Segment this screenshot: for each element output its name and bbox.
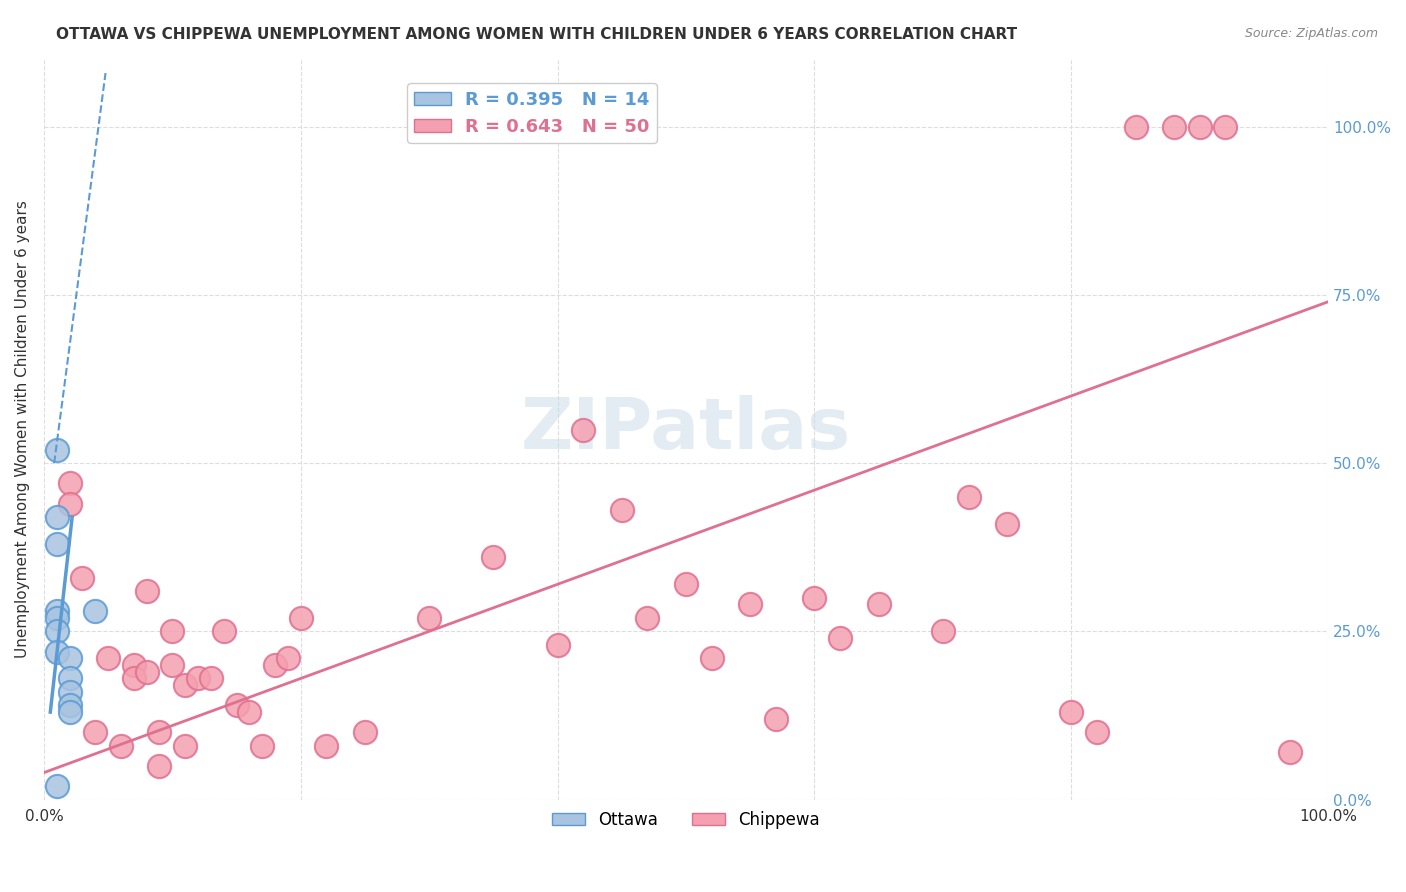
Point (148, 759, 170, 773)
Point (58, 651, 80, 665)
Point (58, 698, 80, 713)
Point (932, 624, 955, 639)
Point (45, 510, 67, 524)
Point (290, 611, 312, 625)
Point (482, 550, 505, 565)
Point (1215, 120, 1237, 134)
Point (830, 631, 852, 645)
Text: ZIPatlas: ZIPatlas (522, 395, 851, 464)
Point (868, 598, 890, 612)
Point (1060, 705, 1083, 719)
Point (174, 739, 197, 753)
Point (1085, 725, 1108, 739)
Point (162, 658, 184, 673)
Point (675, 577, 697, 591)
Point (58, 705, 80, 719)
Point (264, 658, 287, 673)
Point (84, 604, 107, 618)
Point (122, 658, 145, 673)
Point (135, 665, 157, 679)
Point (418, 611, 440, 625)
Point (58, 685, 80, 699)
Point (1278, 746, 1301, 760)
Point (97, 651, 120, 665)
Point (45, 624, 67, 639)
Point (110, 739, 132, 753)
Text: Source: ZipAtlas.com: Source: ZipAtlas.com (1244, 27, 1378, 40)
Point (957, 490, 980, 504)
Point (135, 584, 157, 599)
Point (58, 476, 80, 491)
Point (1163, 120, 1185, 134)
Point (250, 739, 273, 753)
Y-axis label: Unemployment Among Women with Children Under 6 years: Unemployment Among Women with Children U… (15, 201, 30, 658)
Point (238, 705, 260, 719)
Point (45, 644, 67, 658)
Point (803, 591, 825, 605)
Point (200, 672, 222, 686)
Point (45, 779, 67, 793)
Point (740, 598, 762, 612)
Point (45, 604, 67, 618)
Point (637, 611, 659, 625)
Point (212, 624, 235, 639)
Point (547, 638, 569, 652)
Point (354, 725, 377, 739)
Point (315, 739, 337, 753)
Point (162, 624, 184, 639)
Point (84, 725, 107, 739)
Point (58, 497, 80, 511)
Point (58, 672, 80, 686)
Point (45, 611, 67, 625)
Point (72, 570, 94, 584)
Point (995, 516, 1018, 531)
Point (174, 678, 197, 692)
Point (700, 651, 723, 665)
Text: OTTAWA VS CHIPPEWA UNEMPLOYMENT AMONG WOMEN WITH CHILDREN UNDER 6 YEARS CORRELAT: OTTAWA VS CHIPPEWA UNEMPLOYMENT AMONG WO… (56, 27, 1018, 42)
Point (45, 537, 67, 551)
Point (1188, 120, 1211, 134)
Point (610, 503, 633, 517)
Point (765, 712, 787, 726)
Point (45, 442, 67, 457)
Point (187, 672, 209, 686)
Point (277, 651, 299, 665)
Point (572, 423, 595, 437)
Point (148, 725, 170, 739)
Point (225, 698, 247, 713)
Point (1125, 120, 1147, 134)
Point (122, 672, 145, 686)
Legend: Ottawa, Chippewa: Ottawa, Chippewa (546, 805, 827, 836)
